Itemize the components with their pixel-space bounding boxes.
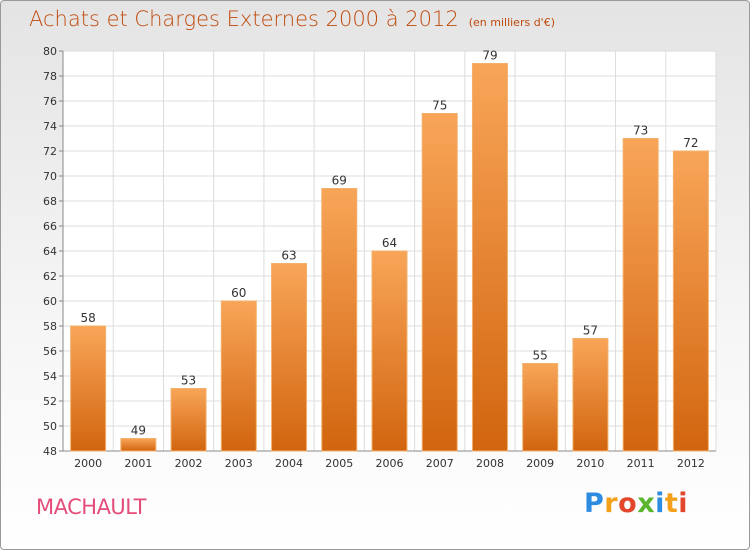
y-tick-label: 58 [43, 320, 57, 333]
bar-2005 [321, 188, 358, 452]
x-tick-label: 2002 [175, 457, 203, 470]
y-tick-label: 48 [43, 445, 57, 458]
bar-2000 [70, 325, 107, 452]
x-tick-label: 2012 [677, 457, 705, 470]
bar-value-label: 79 [482, 49, 497, 63]
chart-title-main: Achats et Charges Externes 2000 à 2012 [29, 7, 459, 31]
proxiti-logo[interactable]: Proxiti [584, 488, 689, 519]
x-tick-label: 2000 [74, 457, 102, 470]
bar-value-label: 60 [231, 286, 246, 300]
bar-value-label: 64 [382, 236, 397, 250]
y-tick-label: 68 [43, 195, 57, 208]
y-tick-label: 60 [43, 295, 57, 308]
bar-2007 [421, 113, 458, 452]
x-tick-label: 2005 [325, 457, 353, 470]
bar-2001 [120, 438, 157, 452]
bar-value-label: 49 [131, 424, 146, 438]
bar-value-label: 57 [583, 324, 598, 338]
y-tick-label: 78 [43, 70, 57, 83]
x-tick-label: 2010 [576, 457, 604, 470]
y-tick-label: 64 [43, 245, 57, 258]
x-tick-label: 2003 [225, 457, 253, 470]
bar-2002 [170, 388, 207, 452]
y-tick-label: 56 [43, 345, 57, 358]
bar-2010 [572, 338, 609, 452]
chart-subtitle: (en milliers d'€) [468, 16, 555, 29]
y-tick-label: 76 [43, 95, 57, 108]
y-tick-label: 70 [43, 170, 57, 183]
bar-2008 [471, 63, 508, 452]
y-tick-label: 62 [43, 270, 57, 283]
x-tick-label: 2001 [124, 457, 152, 470]
x-tick-label: 2007 [426, 457, 454, 470]
bar-2006 [371, 250, 408, 452]
commune-name: MACHAULT [36, 495, 146, 519]
x-tick-label: 2004 [275, 457, 303, 470]
bar-2012 [672, 150, 709, 452]
x-tick-label: 2011 [627, 457, 655, 470]
y-tick-label: 80 [43, 45, 57, 58]
bar-value-label: 58 [80, 311, 95, 325]
bar-value-label: 55 [533, 349, 548, 363]
bar-2003 [220, 300, 257, 452]
y-tick-label: 54 [43, 370, 57, 383]
bar-2004 [271, 263, 308, 452]
bar-2011 [622, 138, 659, 452]
bar-value-label: 69 [332, 174, 347, 188]
bar-value-label: 73 [633, 124, 648, 138]
bar-value-label: 72 [683, 136, 698, 150]
y-tick-label: 50 [43, 420, 57, 433]
bar-value-label: 63 [281, 249, 296, 263]
bar-2009 [522, 363, 559, 452]
x-tick-label: 2009 [526, 457, 554, 470]
y-tick-label: 74 [43, 120, 57, 133]
bar-value-label: 75 [432, 99, 447, 113]
x-tick-label: 2008 [476, 457, 504, 470]
chart-title: Achats et Charges Externes 2000 à 2012 (e… [29, 7, 555, 31]
bar-value-label: 53 [181, 374, 196, 388]
y-tick-label: 66 [43, 220, 57, 233]
y-tick-label: 52 [43, 395, 57, 408]
y-tick-label: 72 [43, 145, 57, 158]
x-tick-label: 2006 [376, 457, 404, 470]
